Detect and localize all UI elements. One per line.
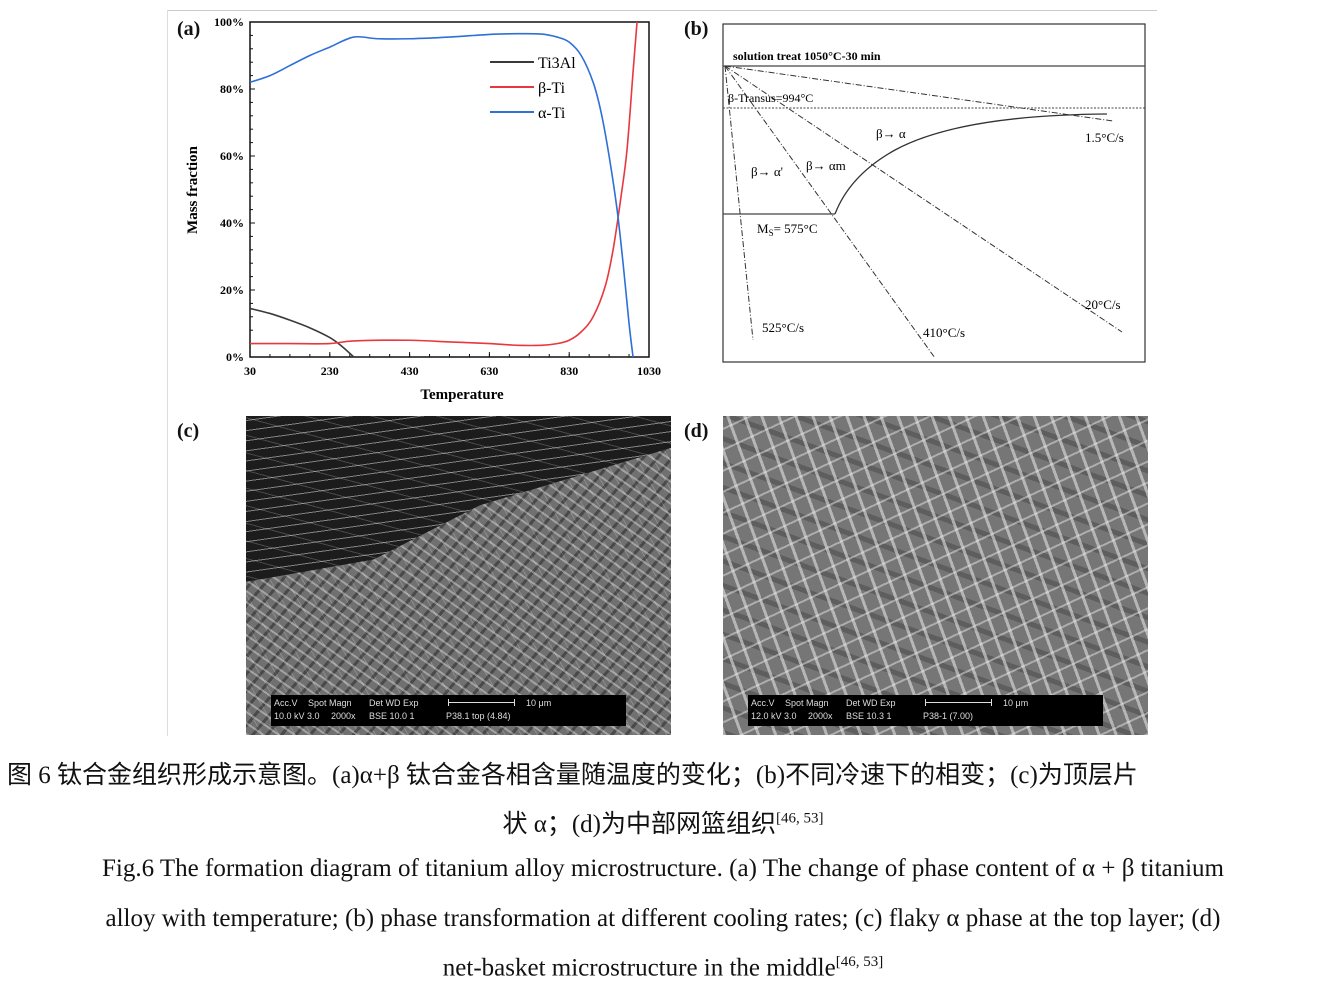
info-spot-magn: Spot Magn: [308, 698, 352, 708]
ms-prefix: M: [757, 221, 769, 236]
x-tick-label: 430: [401, 364, 419, 378]
panel-a-chart: 30 230 430 630 830 1030 0% 20% 40% 60% 80% 100% Tem…: [185, 15, 661, 403]
series-line-2: [249, 32, 634, 358]
figure-top-border: [167, 10, 1157, 11]
legend-label: β-Ti: [538, 80, 566, 97]
caption-en-line2: alloy with temperature; (b) phase transf…: [105, 905, 1221, 932]
info-sample: P38-1 (7.00): [923, 711, 974, 721]
y-tick-label: 0%: [226, 350, 244, 364]
y-tick-label: 20%: [220, 283, 244, 297]
series-line-0: [249, 307, 355, 358]
caption-en-line3: net-basket microstructure in the middle[…: [0, 954, 1326, 982]
region-beta-alpha-prime: β→ α': [751, 164, 783, 179]
x-tick-label: 830: [560, 364, 578, 378]
rate-line-20: [724, 65, 1123, 333]
rate-line-410: [724, 65, 936, 359]
series-line-1: [249, 21, 638, 347]
y-tick-label: 100%: [214, 15, 244, 29]
info-values-1: 12.0 kV 3.0: [751, 711, 797, 721]
caption-en-line1: Fig.6 The formation diagram of titanium …: [101, 855, 1225, 882]
legend-label: Ti3Al: [538, 55, 576, 72]
caption-cn-line2: 状 α；(d)为中部网篮组织[46, 53]: [0, 804, 1326, 840]
rate-label-1.5: 1.5°C/s: [1085, 130, 1124, 145]
region-beta-alpha: β→ α: [876, 126, 906, 141]
transformation-curve: [834, 113, 1108, 215]
x-tick-label: 1030: [637, 364, 661, 378]
rate-line-525: [724, 65, 754, 341]
ms-value: = 575°C: [774, 221, 818, 236]
y-tick-label: 40%: [220, 216, 244, 230]
info-acc-v: Acc.V: [274, 698, 298, 708]
info-values-3: BSE 10.3 1: [846, 711, 892, 721]
scale-label: 10 μm: [526, 698, 552, 708]
ms-subscript: S: [769, 228, 774, 238]
info-values-2: 2000x: [808, 711, 833, 721]
info-values-2: 2000x: [331, 711, 356, 721]
info-sample: P38.1 top (4.84): [446, 711, 511, 721]
y-tick-label: 60%: [220, 149, 244, 163]
panel-c-label: (c): [177, 420, 200, 442]
info-values-1: 10.0 kV 3.0: [274, 711, 320, 721]
info-det-wd-exp: Det WD Exp: [369, 698, 419, 708]
caption-cn-line1: 图 6 钛合金组织形成示意图。(a)α+β 钛合金各相含量随温度的变化；(b)不…: [7, 762, 1138, 789]
panel-b-label: (b): [684, 18, 709, 40]
info-det-wd-exp: Det WD Exp: [846, 698, 896, 708]
info-acc-v: Acc.V: [751, 698, 775, 708]
sem-image-middle-basketweave: Acc.V Spot Magn Det WD Exp 10 μm 12.0 kV…: [723, 416, 1148, 735]
x-tick-label: 230: [321, 364, 339, 378]
caption-cn-text: 状 α；(d)为中部网篮组织: [502, 811, 777, 838]
y-tick-label: 80%: [220, 82, 244, 96]
panel-b-diagram: solution treat 1050°C-30 min β-Transus=9…: [722, 23, 1146, 363]
y-axis-label: Mass fraction: [185, 145, 201, 234]
beta-transus-label: β-Transus=994°C: [728, 91, 813, 105]
x-tick-label: 30: [244, 364, 256, 378]
region-beta-alpha-m: β→ αm: [806, 158, 846, 173]
panel-d-label: (d): [684, 420, 709, 442]
x-axis-label: Temperature: [420, 387, 504, 403]
x-tick-label: 630: [480, 364, 498, 378]
sem-info-bar: Acc.V Spot Magn Det WD Exp 10 μm 10.0 kV…: [271, 695, 626, 726]
sem-info-bar: Acc.V Spot Magn Det WD Exp 10 μm 12.0 kV…: [748, 695, 1103, 726]
rate-line-1.5: [724, 65, 1114, 122]
caption-en-text: net-basket microstructure in the middle: [442, 954, 836, 982]
info-values-3: BSE 10.0 1: [369, 711, 415, 721]
scale-label: 10 μm: [1003, 698, 1029, 708]
ms-label: MS= 575°C: [757, 221, 818, 238]
legend-label: α-Ti: [538, 105, 566, 122]
info-spot-magn: Spot Magn: [785, 698, 829, 708]
rate-label-525: 525°C/s: [762, 320, 804, 335]
sem-dark-region: [246, 416, 671, 582]
panel-a-label: (a): [177, 18, 201, 40]
diagram-frame: [722, 23, 1146, 363]
sem-image-top-layer: Acc.V Spot Magn Det WD Exp 10 μm 10.0 kV…: [246, 416, 671, 735]
rate-label-20: 20°C/s: [1085, 297, 1121, 312]
rate-label-410: 410°C/s: [923, 325, 965, 340]
caption-cn-ref: [46, 53]: [776, 810, 824, 827]
solution-treat-label: solution treat 1050°C-30 min: [733, 49, 881, 63]
legend: Ti3Al β-Ti α-Ti: [490, 55, 576, 122]
scale-bar: [925, 699, 992, 706]
scale-bar: [448, 699, 515, 706]
caption-en-ref: [46, 53]: [835, 954, 884, 970]
figure-left-border: [167, 10, 168, 736]
